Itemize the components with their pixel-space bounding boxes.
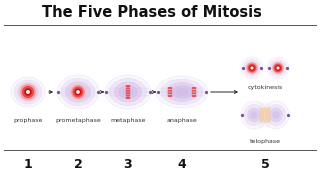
Text: 2: 2 [74,159,82,172]
Text: cytokinesis: cytokinesis [247,85,283,90]
Ellipse shape [249,65,255,71]
Text: prometaphase: prometaphase [55,118,101,123]
Circle shape [274,64,282,72]
Circle shape [248,64,256,72]
Ellipse shape [273,62,284,73]
Circle shape [247,63,257,73]
Circle shape [73,87,83,97]
Circle shape [273,63,283,73]
Circle shape [23,87,33,97]
Ellipse shape [105,75,151,109]
Ellipse shape [74,89,82,95]
Ellipse shape [275,65,281,71]
Ellipse shape [241,101,267,129]
Circle shape [272,62,284,74]
Circle shape [21,85,35,99]
Circle shape [72,86,84,98]
Text: prophase: prophase [13,118,43,123]
Circle shape [277,67,279,69]
FancyBboxPatch shape [126,92,130,94]
Ellipse shape [65,82,91,102]
Ellipse shape [263,101,289,129]
Ellipse shape [161,79,203,105]
Ellipse shape [270,60,286,76]
FancyBboxPatch shape [168,95,172,97]
Circle shape [276,66,280,70]
Circle shape [27,91,29,93]
Text: anaphase: anaphase [167,118,197,123]
FancyBboxPatch shape [192,92,196,94]
Circle shape [250,66,254,70]
Ellipse shape [25,89,31,95]
Circle shape [246,62,258,74]
FancyBboxPatch shape [192,95,196,97]
Ellipse shape [269,108,283,122]
Circle shape [19,83,37,101]
Ellipse shape [266,105,286,125]
Ellipse shape [246,62,258,73]
Text: 5: 5 [260,159,269,172]
Ellipse shape [273,111,279,118]
FancyBboxPatch shape [126,90,130,92]
Ellipse shape [267,57,289,79]
Ellipse shape [166,82,198,102]
FancyBboxPatch shape [168,87,172,89]
FancyBboxPatch shape [168,90,172,92]
Ellipse shape [119,85,137,99]
Ellipse shape [177,89,187,95]
Ellipse shape [172,86,192,98]
Ellipse shape [18,83,38,101]
Circle shape [75,89,81,95]
Ellipse shape [70,85,86,99]
Text: metaphase: metaphase [110,118,146,123]
Ellipse shape [124,89,132,95]
Ellipse shape [21,86,35,98]
FancyBboxPatch shape [126,95,130,97]
Ellipse shape [109,78,147,106]
Circle shape [77,91,79,93]
FancyBboxPatch shape [126,97,130,99]
Ellipse shape [57,75,99,109]
FancyBboxPatch shape [192,90,196,92]
FancyBboxPatch shape [168,92,172,94]
FancyBboxPatch shape [260,107,270,123]
Text: 1: 1 [24,159,32,172]
Text: telophase: telophase [250,139,281,144]
Ellipse shape [244,105,264,125]
Ellipse shape [114,82,142,102]
Ellipse shape [244,60,260,76]
FancyBboxPatch shape [192,87,196,89]
Ellipse shape [11,77,45,107]
Text: 4: 4 [178,159,186,172]
Ellipse shape [247,108,260,122]
Text: The Five Phases of Mitosis: The Five Phases of Mitosis [42,5,262,20]
Text: 3: 3 [124,159,132,172]
Circle shape [70,84,86,100]
Circle shape [251,67,253,69]
Ellipse shape [251,111,257,118]
Ellipse shape [241,57,263,79]
Ellipse shape [61,78,95,106]
Ellipse shape [14,80,42,104]
Ellipse shape [156,76,208,108]
FancyBboxPatch shape [126,85,130,87]
Circle shape [25,89,31,95]
FancyBboxPatch shape [126,87,130,89]
